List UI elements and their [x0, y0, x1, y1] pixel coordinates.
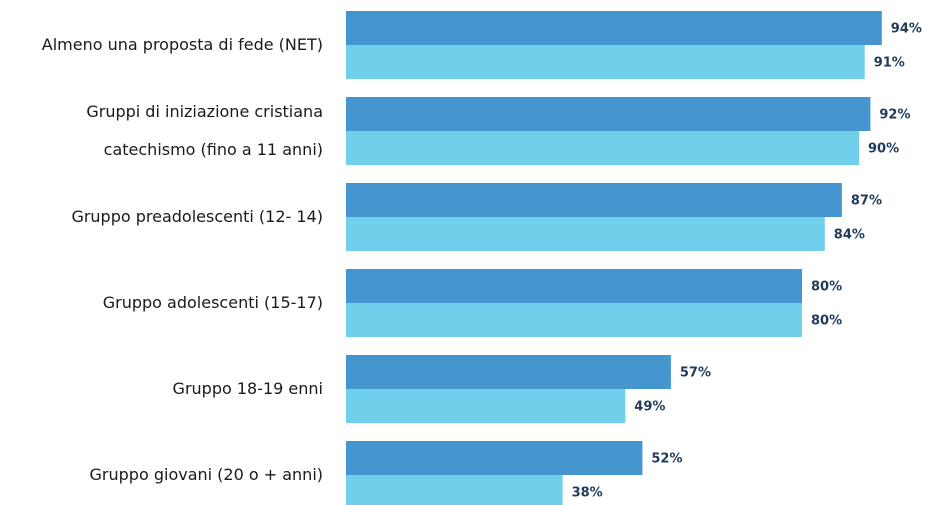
- value-label: 57%: [680, 366, 711, 381]
- value-label: 92%: [879, 108, 910, 123]
- value-label: 87%: [851, 194, 882, 209]
- value-label: 94%: [891, 22, 922, 37]
- category-label: Gruppi di iniziazione cristiana catechis…: [86, 102, 323, 159]
- value-label: 84%: [834, 228, 865, 243]
- bar: [346, 355, 671, 389]
- value-label: 91%: [874, 56, 905, 71]
- bar: [346, 11, 882, 45]
- bar: [346, 131, 859, 165]
- bar: [346, 269, 802, 303]
- value-label: 38%: [572, 486, 603, 501]
- category-label: Gruppo giovani (20 o + anni): [89, 465, 323, 484]
- category-label: Almeno una proposta di fede (NET): [41, 35, 323, 54]
- category-label: Gruppo adolescenti (15-17): [102, 293, 323, 312]
- category-label: Gruppo 18-19 enni: [172, 379, 323, 398]
- value-label: 80%: [811, 314, 842, 329]
- bar: [346, 217, 825, 251]
- category-label: Gruppo preadolescenti (12- 14): [71, 207, 323, 226]
- bar: [346, 441, 643, 475]
- bar: [346, 475, 563, 505]
- bar: [346, 183, 842, 217]
- bar: [346, 97, 871, 131]
- bar: [346, 303, 802, 337]
- bar: [346, 45, 865, 79]
- bar: [346, 389, 626, 423]
- value-label: 52%: [651, 452, 682, 467]
- value-label: 90%: [868, 142, 899, 157]
- value-label: 49%: [634, 400, 665, 415]
- value-label: 80%: [811, 280, 842, 295]
